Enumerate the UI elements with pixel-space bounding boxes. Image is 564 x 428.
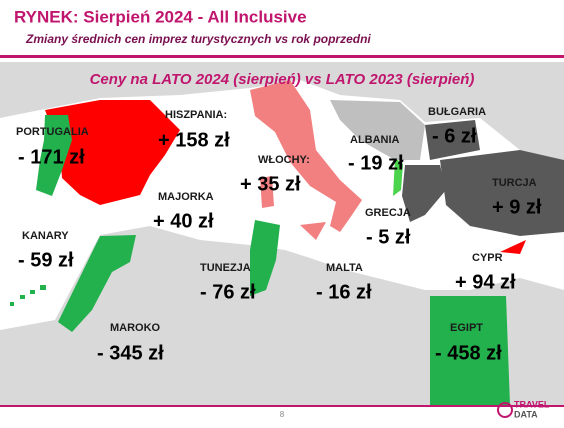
country-name: MAROKO	[110, 322, 161, 334]
canary	[20, 295, 25, 299]
price-change: - 5 zł	[366, 226, 411, 248]
spain	[45, 100, 180, 205]
country-name: MAJORKA	[158, 191, 214, 203]
tunisia	[250, 220, 280, 296]
country-name: CYPR	[472, 252, 503, 264]
country-name: MALTA	[326, 262, 363, 274]
country-name: KANARY	[22, 230, 69, 242]
subtitle: Zmiany średnich cen imprez turystycznych…	[25, 32, 371, 46]
bulgaria	[425, 120, 480, 160]
country-name: HISZPANIA:	[165, 109, 227, 121]
price-change: - 16 zł	[316, 281, 372, 303]
cyprus	[500, 240, 526, 254]
country-name: BUŁGARIA	[428, 106, 486, 118]
price-change: + 94 zł	[455, 271, 516, 293]
header-bg	[0, 0, 564, 62]
country-name: GRECJA	[365, 207, 411, 219]
turkey	[440, 150, 564, 236]
price-change: - 171 zł	[18, 146, 85, 168]
map-title: Ceny na LATO 2024 (sierpień) vs LATO 202…	[90, 71, 475, 88]
header-rule	[0, 55, 564, 58]
country-name: TUNEZJA	[200, 262, 251, 274]
price-change: - 19 zł	[348, 152, 404, 174]
title: RYNEK: Sierpień 2024 - All Inclusive	[14, 7, 307, 26]
country-name: EGIPT	[450, 322, 483, 334]
page-number: 8	[280, 410, 285, 419]
morocco	[58, 235, 136, 332]
canary	[40, 285, 46, 290]
country-name: PORTUGALIA	[16, 126, 89, 138]
africa-land	[0, 226, 564, 405]
country-name: WŁOCHY:	[258, 154, 310, 166]
egypt	[430, 296, 510, 405]
logo-text: TRAVEL	[514, 399, 550, 409]
sicily	[300, 222, 326, 240]
portugal	[36, 115, 72, 196]
price-change: + 40 zł	[153, 210, 214, 232]
italy	[250, 80, 362, 232]
greece	[402, 165, 446, 222]
price-change: + 35 zł	[240, 173, 301, 195]
price-change: + 9 zł	[492, 196, 542, 218]
country-name: TURCJA	[492, 177, 537, 189]
price-change: + 158 zł	[158, 129, 230, 151]
europe-land	[0, 62, 564, 160]
canary	[10, 302, 14, 306]
labels: PORTUGALIA - 171 zł HISZPANIA: + 158 zł WŁOC…	[16, 106, 542, 364]
sardinia	[260, 176, 274, 208]
price-change: - 76 zł	[200, 281, 256, 303]
price-change: - 345 zł	[97, 342, 164, 364]
price-change: - 6 zł	[432, 125, 477, 147]
canary	[30, 290, 35, 294]
price-change: - 59 zł	[18, 249, 74, 271]
logo-icon	[497, 402, 513, 418]
logo-text: DATA	[514, 409, 538, 419]
country-name: ALBANIA	[350, 134, 400, 146]
balkans	[330, 100, 425, 160]
price-change: - 458 zł	[435, 342, 502, 364]
albania	[393, 158, 403, 196]
footer-rule	[0, 405, 564, 407]
